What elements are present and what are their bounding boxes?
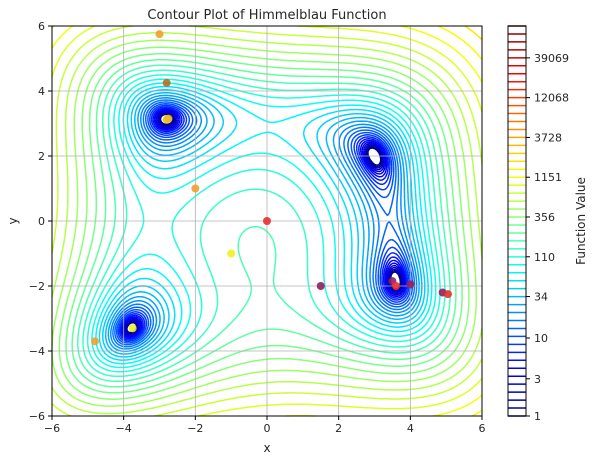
x-tick-label: 2 <box>335 422 342 435</box>
y-axis-label: y <box>6 217 20 224</box>
contour-level <box>118 106 409 341</box>
x-tick-label: −6 <box>44 422 60 435</box>
contour-level <box>58 46 470 400</box>
contour-level <box>104 92 423 355</box>
contour-level <box>122 109 405 338</box>
scatter-point <box>227 249 236 258</box>
contour-level <box>82 69 446 378</box>
contour-level <box>91 78 437 369</box>
contour-level <box>109 97 418 350</box>
colorbar-ticks: 1 3 10 34 110 356 1151 3728 12068 39069 <box>526 52 569 423</box>
chart-title: Contour Plot of Himmelblau Function <box>147 8 386 23</box>
colorbar-levels <box>508 25 526 417</box>
scatter-point <box>191 184 200 193</box>
contour-level <box>107 94 420 353</box>
x-tick-label: −4 <box>116 422 132 435</box>
colorbar-tick-label: 1151 <box>534 171 562 184</box>
contour-level <box>86 74 441 373</box>
x-axis-ticks: −6 −4 −2 0 2 4 6 <box>44 416 486 435</box>
y-tick-label: 6 <box>38 20 45 33</box>
contour-level <box>117 104 410 343</box>
contour-level <box>115 103 412 344</box>
colorbar-tick-label: 1 <box>534 410 541 423</box>
contour-level <box>120 107 408 340</box>
scatter-point <box>406 280 415 289</box>
scatter-point <box>443 290 452 299</box>
x-tick-label: 0 <box>264 422 271 435</box>
colorbar-tick-label: 39069 <box>534 52 569 65</box>
x-tick-label: −2 <box>187 422 203 435</box>
y-axis-ticks: −6 −4 −2 0 2 4 6 <box>29 20 52 423</box>
scatter-point <box>162 78 171 87</box>
y-tick-label: 2 <box>38 150 45 163</box>
colorbar-tick-label: 356 <box>534 211 555 224</box>
x-axis-label: x <box>263 441 270 455</box>
y-tick-label: −2 <box>29 280 45 293</box>
colorbar-frame <box>507 25 527 417</box>
scatter-point <box>91 337 99 346</box>
x-tick-label: 4 <box>407 422 414 435</box>
colorbar-tick-label: 34 <box>534 291 548 304</box>
contour-level <box>121 108 406 339</box>
y-tick-label: −6 <box>29 410 45 423</box>
contour-level <box>114 101 414 346</box>
colorbar-tick-label: 3 <box>534 373 541 386</box>
scatter-point <box>128 324 137 333</box>
colorbar-tick-label: 10 <box>534 332 548 345</box>
scatter-point <box>392 282 400 290</box>
colorbar-tick-label: 110 <box>534 251 555 264</box>
plot-area <box>51 25 483 417</box>
y-tick-label: 4 <box>38 85 45 98</box>
contour-level <box>51 39 478 407</box>
contour-level <box>101 89 426 358</box>
scatter-points <box>91 30 452 346</box>
colorbar: 1 3 10 34 110 356 1151 3728 12068 39069 Function … <box>507 25 588 423</box>
scatter-point <box>155 30 164 39</box>
scatter-point <box>316 282 325 290</box>
contour-level <box>77 64 451 383</box>
colorbar-tick-label: 3728 <box>534 131 562 144</box>
contour-level <box>51 25 483 417</box>
contour-lines <box>51 25 483 417</box>
colorbar-label: Function Value <box>574 177 588 265</box>
scatter-point <box>162 115 171 124</box>
contour-level <box>98 85 429 361</box>
contour-level <box>123 110 404 337</box>
contour-level <box>112 99 416 348</box>
contour-level <box>71 58 457 388</box>
y-tick-label: −4 <box>29 345 45 358</box>
colorbar-tick-label: 12068 <box>534 92 569 105</box>
scatter-point <box>263 217 271 225</box>
y-tick-label: 0 <box>38 215 45 228</box>
x-tick-label: 6 <box>479 422 486 435</box>
